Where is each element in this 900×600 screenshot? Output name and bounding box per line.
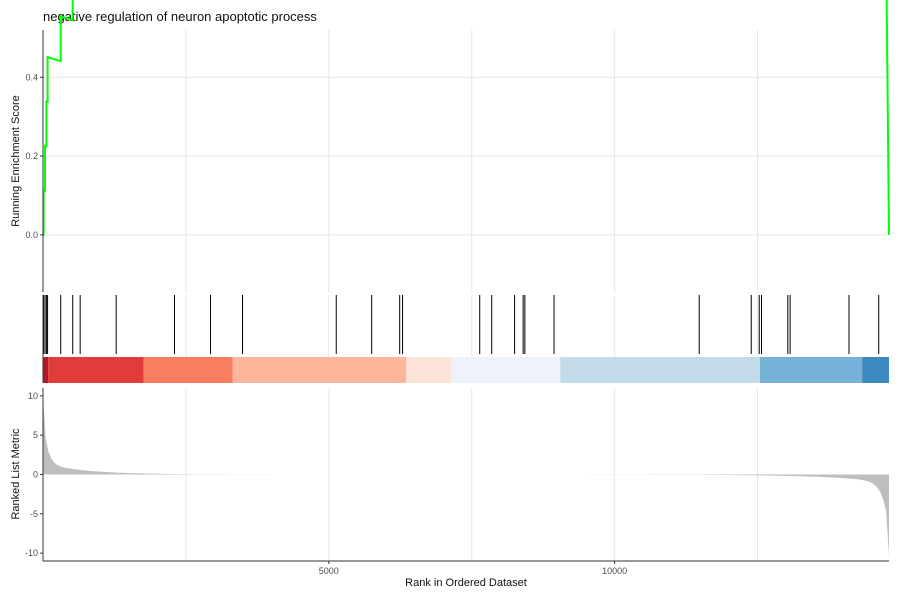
running-score-y-label: Running Enrichment Score <box>10 95 22 226</box>
y-tick-label: 0 <box>33 470 38 480</box>
x-axis-label: Rank in Ordered Dataset <box>405 577 527 589</box>
ranked-metric-area <box>43 396 889 557</box>
color-bar-segment <box>143 357 233 383</box>
color-bar-segment <box>862 357 889 383</box>
ranked-metric-panel: 10 5 0 -5 -10 5000 10000 Ranked List Metric R… <box>10 388 889 589</box>
y-tick-label: -5 <box>30 509 38 519</box>
gene-hit-marks <box>43 295 880 354</box>
y-tick-label: 0.0 <box>25 230 38 240</box>
chart-title: negative regulation of neuron apoptotic … <box>43 9 317 24</box>
running-score-panel: 0.0 0.2 0.4 Running Enrichment Score <box>10 0 890 292</box>
y-tick-label: -10 <box>25 548 38 558</box>
x-axis-ticks: 5000 10000 <box>319 561 627 576</box>
x-tick-label: 5000 <box>319 566 339 576</box>
color-bar-segment <box>232 357 406 383</box>
y-tick-label: 0.4 <box>25 72 38 82</box>
y-tick-label: 0.2 <box>25 151 38 161</box>
running-enrichment-score-line <box>42 0 890 237</box>
color-bar-segment <box>43 357 49 383</box>
y-tick-label: 10 <box>28 391 38 401</box>
color-bar-segment <box>560 357 760 383</box>
hits-panel <box>42 295 889 383</box>
ranked-metric-y-ticks: 10 5 0 -5 -10 <box>25 391 43 558</box>
x-tick-label: 10000 <box>602 566 627 576</box>
ranked-metric-y-label: Ranked List Metric <box>10 428 22 520</box>
y-tick-label: 5 <box>33 430 38 440</box>
color-bar-segment <box>405 357 452 383</box>
running-score-y-ticks: 0.0 0.2 0.4 <box>25 72 43 240</box>
running-score-gridlines <box>43 30 889 292</box>
color-bar-segment <box>759 357 863 383</box>
ranking-color-bar <box>43 357 889 383</box>
color-bar-segment <box>48 357 144 383</box>
color-bar-segment <box>451 357 561 383</box>
